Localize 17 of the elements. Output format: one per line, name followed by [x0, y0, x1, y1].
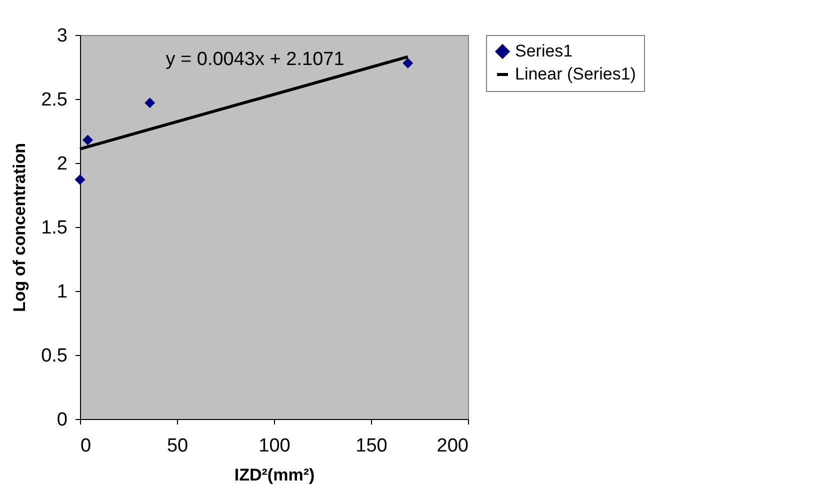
- y-tick-label: 0: [56, 410, 68, 430]
- legend-label: Series1: [515, 42, 573, 60]
- annotation: y = 0.0043x + 2.1071: [166, 49, 344, 70]
- y-tick-label: 1.5: [41, 218, 68, 238]
- x-axis-title: IZD²(mm²): [234, 466, 315, 484]
- legend-label: Linear (Series1): [515, 64, 636, 84]
- x-tick-label: 0: [80, 436, 92, 456]
- y-tick-label: 2: [56, 154, 68, 174]
- x-tick-label: 50: [166, 436, 188, 456]
- y-tick-label: 3: [56, 26, 68, 46]
- y-tick-label: 0.5: [41, 346, 68, 366]
- y-axis-title: Log of concentration: [10, 142, 30, 312]
- x-tick-label: 100: [258, 436, 290, 456]
- x-tick-label: 150: [356, 436, 388, 456]
- x-tick-label: 200: [436, 436, 468, 456]
- y-tick-label: 2.5: [41, 90, 68, 110]
- y-tick-label: 1: [56, 282, 68, 302]
